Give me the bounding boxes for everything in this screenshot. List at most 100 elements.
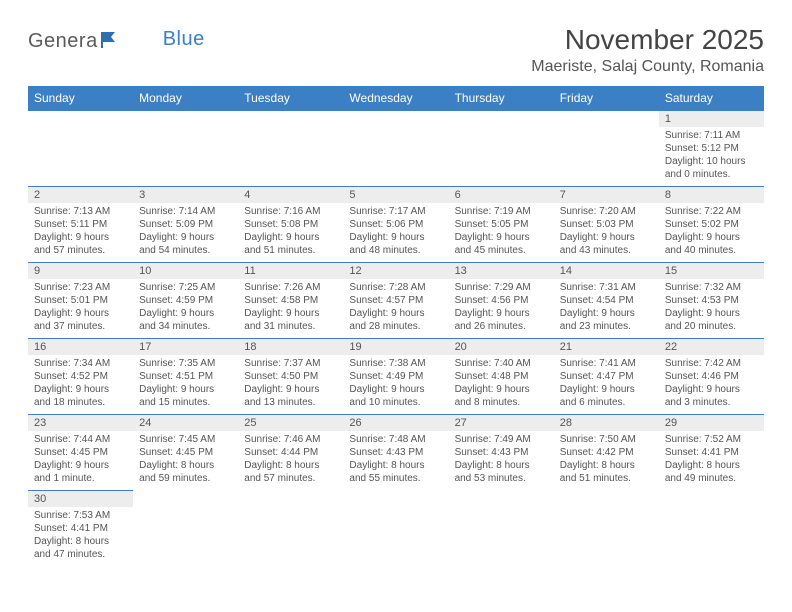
calendar-cell: 29Sunrise: 7:52 AMSunset: 4:41 PMDayligh… [659,415,764,491]
day-number [343,491,448,507]
day-body: Sunrise: 7:14 AMSunset: 5:09 PMDaylight:… [133,203,238,261]
weekday-header-row: Sunday Monday Tuesday Wednesday Thursday… [28,86,764,111]
day-number: 2 [28,187,133,203]
title-box: November 2025 Maeriste, Salaj County, Ro… [531,24,764,76]
day-number: 18 [238,339,343,355]
calendar-cell: 20Sunrise: 7:40 AMSunset: 4:48 PMDayligh… [449,339,554,415]
calendar-row: 30Sunrise: 7:53 AMSunset: 4:41 PMDayligh… [28,491,764,567]
day-line: Daylight: 9 hours [34,231,127,244]
weekday-header: Sunday [28,86,133,111]
day-line: Sunrise: 7:40 AM [455,357,548,370]
day-line: Daylight: 9 hours [455,231,548,244]
day-line: Sunrise: 7:11 AM [665,129,758,142]
calendar-cell [133,111,238,187]
day-line: Sunrise: 7:31 AM [560,281,653,294]
calendar-cell: 5Sunrise: 7:17 AMSunset: 5:06 PMDaylight… [343,187,448,263]
day-line: Daylight: 9 hours [349,231,442,244]
calendar-cell: 15Sunrise: 7:32 AMSunset: 4:53 PMDayligh… [659,263,764,339]
flag-icon [101,30,121,53]
day-line: Sunset: 4:53 PM [665,294,758,307]
day-line: and 20 minutes. [665,320,758,333]
calendar-cell: 1Sunrise: 7:11 AMSunset: 5:12 PMDaylight… [659,111,764,187]
day-number: 6 [449,187,554,203]
day-line: Sunset: 5:11 PM [34,218,127,231]
day-line: and 48 minutes. [349,244,442,257]
day-number: 26 [343,415,448,431]
day-line: Sunset: 4:44 PM [244,446,337,459]
day-line: Sunset: 5:08 PM [244,218,337,231]
calendar-cell [238,491,343,567]
day-line: Sunrise: 7:41 AM [560,357,653,370]
day-line: and 51 minutes. [560,472,653,485]
calendar-cell: 16Sunrise: 7:34 AMSunset: 4:52 PMDayligh… [28,339,133,415]
day-line: and 28 minutes. [349,320,442,333]
calendar-cell [343,111,448,187]
day-line: Sunrise: 7:28 AM [349,281,442,294]
day-number [133,111,238,127]
day-line: Sunset: 4:52 PM [34,370,127,383]
day-number: 24 [133,415,238,431]
day-line: Sunrise: 7:37 AM [244,357,337,370]
day-line: and 45 minutes. [455,244,548,257]
calendar-cell [449,491,554,567]
weekday-header: Wednesday [343,86,448,111]
day-line: Sunset: 4:54 PM [560,294,653,307]
day-body: Sunrise: 7:20 AMSunset: 5:03 PMDaylight:… [554,203,659,261]
day-line: Sunset: 4:49 PM [349,370,442,383]
day-body: Sunrise: 7:34 AMSunset: 4:52 PMDaylight:… [28,355,133,413]
calendar-row: 23Sunrise: 7:44 AMSunset: 4:45 PMDayligh… [28,415,764,491]
day-number: 13 [449,263,554,279]
day-line: and 23 minutes. [560,320,653,333]
day-line: Sunrise: 7:26 AM [244,281,337,294]
day-body: Sunrise: 7:22 AMSunset: 5:02 PMDaylight:… [659,203,764,261]
day-number: 10 [133,263,238,279]
day-body [238,127,343,133]
calendar-cell: 2Sunrise: 7:13 AMSunset: 5:11 PMDaylight… [28,187,133,263]
day-number: 20 [449,339,554,355]
day-body: Sunrise: 7:13 AMSunset: 5:11 PMDaylight:… [28,203,133,261]
day-line: Sunset: 4:48 PM [455,370,548,383]
day-line: Sunset: 4:45 PM [139,446,232,459]
day-line: Sunrise: 7:52 AM [665,433,758,446]
day-line: and 53 minutes. [455,472,548,485]
day-line: Sunrise: 7:50 AM [560,433,653,446]
calendar-cell: 24Sunrise: 7:45 AMSunset: 4:45 PMDayligh… [133,415,238,491]
day-body [449,127,554,133]
day-body: Sunrise: 7:26 AMSunset: 4:58 PMDaylight:… [238,279,343,337]
day-number: 16 [28,339,133,355]
weekday-header: Tuesday [238,86,343,111]
day-body [449,507,554,513]
day-line: Sunset: 5:09 PM [139,218,232,231]
day-line: Sunset: 4:41 PM [34,522,127,535]
day-line: Sunrise: 7:20 AM [560,205,653,218]
day-body: Sunrise: 7:29 AMSunset: 4:56 PMDaylight:… [449,279,554,337]
day-line: Sunset: 4:41 PM [665,446,758,459]
day-body [343,127,448,133]
day-line: Sunrise: 7:38 AM [349,357,442,370]
day-number [449,111,554,127]
day-body: Sunrise: 7:52 AMSunset: 4:41 PMDaylight:… [659,431,764,489]
day-line: Sunrise: 7:32 AM [665,281,758,294]
day-line: Sunset: 5:12 PM [665,142,758,155]
day-line: Sunrise: 7:44 AM [34,433,127,446]
day-body [133,507,238,513]
calendar-cell: 19Sunrise: 7:38 AMSunset: 4:49 PMDayligh… [343,339,448,415]
day-line: Sunset: 5:01 PM [34,294,127,307]
day-line: and 31 minutes. [244,320,337,333]
day-line: and 18 minutes. [34,396,127,409]
day-line: Daylight: 9 hours [244,307,337,320]
day-line: Daylight: 9 hours [560,307,653,320]
calendar-cell: 22Sunrise: 7:42 AMSunset: 4:46 PMDayligh… [659,339,764,415]
day-number: 29 [659,415,764,431]
day-line: and 8 minutes. [455,396,548,409]
day-line: Sunrise: 7:46 AM [244,433,337,446]
day-line: Sunrise: 7:23 AM [34,281,127,294]
day-number: 12 [343,263,448,279]
day-line: Daylight: 10 hours [665,155,758,168]
calendar-cell: 14Sunrise: 7:31 AMSunset: 4:54 PMDayligh… [554,263,659,339]
day-number [28,111,133,127]
day-line: and 40 minutes. [665,244,758,257]
day-body: Sunrise: 7:49 AMSunset: 4:43 PMDaylight:… [449,431,554,489]
logo-text-accent: Blue [163,28,205,51]
day-line: Daylight: 9 hours [349,307,442,320]
